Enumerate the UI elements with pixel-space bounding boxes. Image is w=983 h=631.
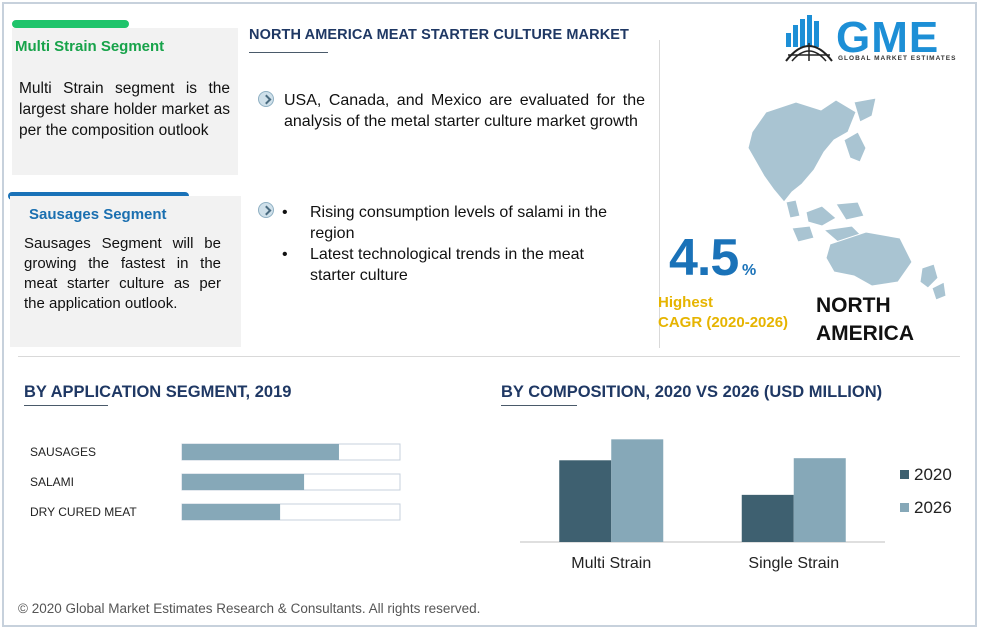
sausages-title: Sausages Segment xyxy=(29,206,167,223)
region-line1: NORTH xyxy=(816,294,891,317)
legend-swatch xyxy=(900,470,909,479)
insight-bullets: Rising consumption levels of salami in t… xyxy=(282,202,626,286)
main-title-underline xyxy=(249,52,328,53)
multi-strain-card xyxy=(12,28,238,175)
bar xyxy=(182,504,281,520)
gme-logo: GME GLOBAL MARKET ESTIMATES xyxy=(784,13,962,65)
cagr-label-line2: CAGR (2020-2026) xyxy=(658,314,789,331)
category-label: DRY CURED MEAT xyxy=(30,505,137,519)
asia-pacific-map-icon xyxy=(747,97,947,301)
bar-2026 xyxy=(611,439,664,542)
vertical-divider xyxy=(659,40,660,348)
insight-bullet-item: Latest technological trends in the meat … xyxy=(282,244,626,286)
cagr-unit: % xyxy=(742,262,757,279)
application-title-underline xyxy=(24,405,108,406)
category-label: Single Strain xyxy=(748,555,839,572)
insight-bullet-item: Rising consumption levels of salami in t… xyxy=(282,202,626,244)
category-label: Multi Strain xyxy=(571,555,651,572)
region-label: NORTH AMERICA xyxy=(816,292,914,348)
bar-2020 xyxy=(559,460,612,542)
chevron-circle-icon xyxy=(258,91,274,107)
category-label: SAUSAGES xyxy=(30,445,96,459)
insight-paragraph: USA, Canada, and Mexico are evaluated fo… xyxy=(284,92,645,130)
copyright-footer: © 2020 Global Market Estimates Research … xyxy=(18,601,481,616)
category-label: SALAMI xyxy=(30,475,74,489)
multi-strain-accent-bar xyxy=(12,20,129,28)
multi-strain-text: Multi Strain segment is the largest shar… xyxy=(19,80,230,139)
bar-2026 xyxy=(793,458,846,542)
bar-2020 xyxy=(741,494,794,542)
legend-label: 2020 xyxy=(914,465,952,484)
multi-strain-title: Multi Strain Segment xyxy=(15,38,165,55)
bar xyxy=(182,444,339,460)
cagr-label-line1: Highest xyxy=(658,294,714,311)
application-section-title: BY APPLICATION SEGMENT, 2019 xyxy=(24,383,292,401)
sausages-card xyxy=(10,196,241,347)
application-bar-chart: SAUSAGES SALAMI DRY CURED MEAT xyxy=(30,443,401,521)
logo-subtitle: GLOBAL MARKET ESTIMATES xyxy=(838,55,957,62)
legend-label: 2026 xyxy=(914,498,952,517)
cagr-label: Highest CAGR (2020-2026) xyxy=(658,293,788,333)
composition-bar-chart: Multi Strain Single Strain 2020 2026 xyxy=(520,439,952,572)
chevron-circle-icon xyxy=(258,202,274,218)
composition-title-underline xyxy=(501,405,577,406)
legend-swatch xyxy=(900,503,909,512)
horizontal-divider xyxy=(18,356,960,357)
main-title: NORTH AMERICA MEAT STARTER CULTURE MARKE… xyxy=(249,27,629,43)
region-line2: AMERICA xyxy=(816,322,914,345)
bar xyxy=(182,474,305,490)
composition-section-title: BY COMPOSITION, 2020 VS 2026 (USD MILLIO… xyxy=(501,383,883,401)
cagr-value: 4.5 xyxy=(669,229,739,287)
globe-bars-icon xyxy=(785,15,833,62)
logo-wordmark: GME xyxy=(836,13,940,62)
sausages-text: Sausages Segment will be growing the fas… xyxy=(24,235,221,312)
